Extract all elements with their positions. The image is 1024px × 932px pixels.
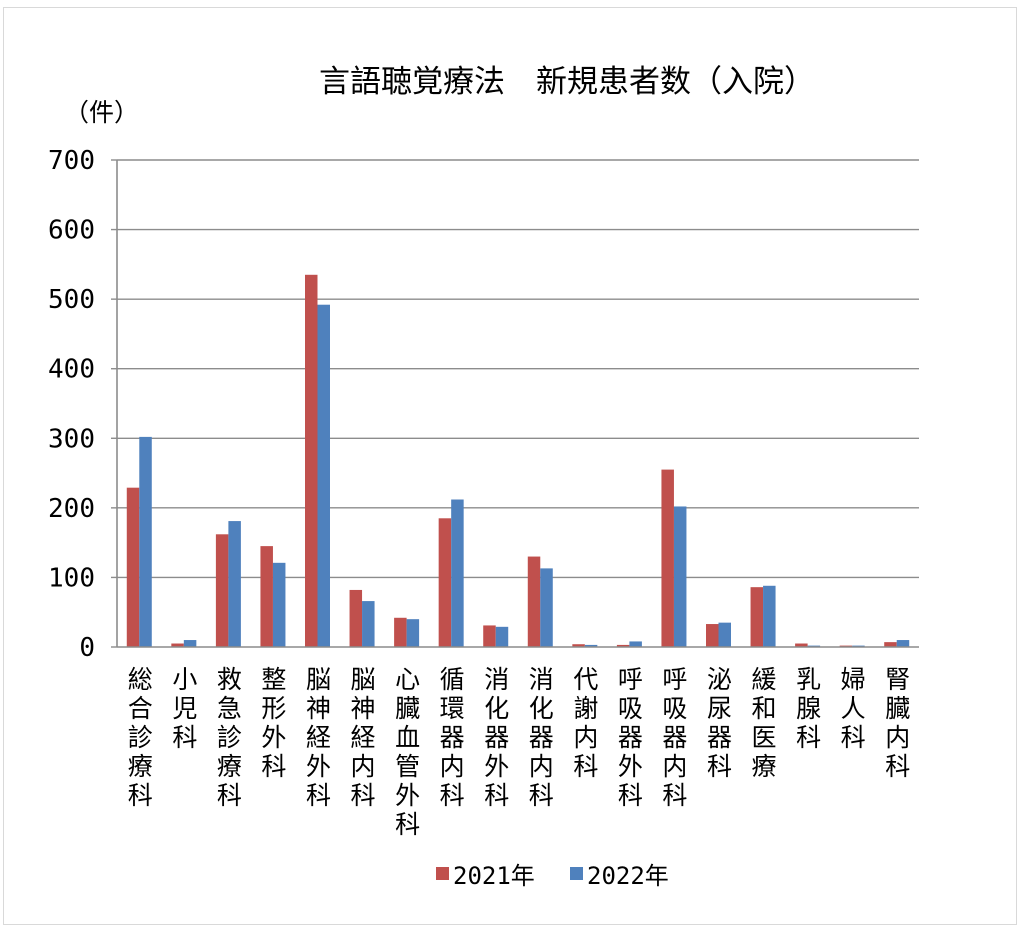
x-axis-categories: 総合診療科小児科救急診療科整形外科脳神経外科脳神経内科心臓血管外科循環器内科消化…	[128, 665, 910, 839]
x-category-label: 心臓血管外科	[395, 665, 420, 839]
gridlines	[111, 159, 919, 648]
bar-2021	[305, 274, 318, 647]
bar-2021	[260, 546, 273, 647]
bar-2021	[438, 518, 452, 647]
x-category-label: 循環器内科	[440, 665, 465, 810]
bars	[126, 274, 910, 647]
x-category-label: 小児科	[172, 665, 197, 752]
x-category-label: 呼吸器内科	[662, 665, 687, 810]
legend-swatch	[436, 867, 449, 880]
bar-2022	[584, 644, 598, 647]
bar-2021	[572, 644, 585, 647]
bar-2021	[661, 469, 674, 647]
bar-2022	[228, 521, 241, 647]
y-tick-label: 700	[48, 146, 95, 176]
bar-2022	[896, 640, 910, 647]
legend-label: 2022年	[587, 862, 669, 890]
y-axis-unit-label: （件）	[64, 98, 139, 127]
bar-2022	[540, 568, 553, 647]
x-category-label: 消化器外科	[484, 665, 509, 810]
bar-2021	[349, 589, 363, 647]
bar-2022	[406, 619, 420, 647]
bar-2022	[495, 626, 509, 647]
x-category-label: 救急診療科	[217, 665, 242, 810]
y-tick-label: 200	[48, 494, 95, 524]
y-tick-label: 0	[79, 633, 95, 663]
bar-2021	[706, 624, 719, 647]
legend-swatch	[570, 867, 583, 880]
bar-2022	[272, 562, 286, 647]
x-category-label: 脳神経内科	[351, 665, 376, 810]
bar-2022	[673, 506, 687, 647]
x-category-label: 整形外科	[261, 665, 286, 781]
bar-2021	[215, 534, 229, 647]
x-category-label: 腎臓内科	[885, 665, 910, 781]
bar-2021	[527, 556, 541, 647]
bar-2022	[451, 499, 464, 647]
legend: 2021年 2022年	[436, 862, 669, 890]
bar-2022	[718, 622, 731, 647]
bar-2022	[317, 304, 330, 647]
y-tick-label: 400	[48, 355, 95, 385]
bar-2022	[139, 436, 152, 647]
bar-2021	[884, 642, 897, 647]
bar-2022	[362, 601, 375, 647]
y-tick-label: 500	[48, 285, 95, 315]
bar-2022	[763, 585, 776, 647]
bar-2021	[616, 644, 630, 647]
x-category-label: 脳神経外科	[306, 665, 331, 810]
x-category-label: 呼吸器外科	[618, 665, 643, 810]
bar-2022	[629, 641, 642, 647]
x-category-label: 乳腺科	[796, 665, 821, 752]
bar-2021	[126, 487, 140, 647]
y-axis-ticks: 0 100 200 300 400 500 600 700	[48, 146, 95, 663]
x-category-label: 代謝内科	[573, 665, 598, 781]
x-category-label: 消化器内科	[529, 665, 554, 810]
bar-2021	[750, 587, 764, 647]
bar-2022	[183, 640, 197, 647]
bar-2021	[795, 643, 808, 647]
y-tick-label: 600	[48, 216, 95, 246]
bar-2021	[483, 625, 496, 647]
y-tick-label: 100	[48, 563, 95, 593]
y-tick-label: 300	[48, 424, 95, 454]
bar-2021	[394, 617, 407, 647]
legend-label: 2021年	[453, 862, 535, 890]
bar-2021	[171, 643, 184, 647]
x-category-label: 婦人科	[841, 665, 866, 752]
x-category-label: 総合診療科	[128, 665, 153, 810]
x-category-label: 緩和医療	[752, 665, 777, 781]
chart-title: 言語聴覚療法 新規患者数（入院）	[319, 64, 815, 100]
x-category-label: 泌尿器科	[707, 665, 732, 781]
